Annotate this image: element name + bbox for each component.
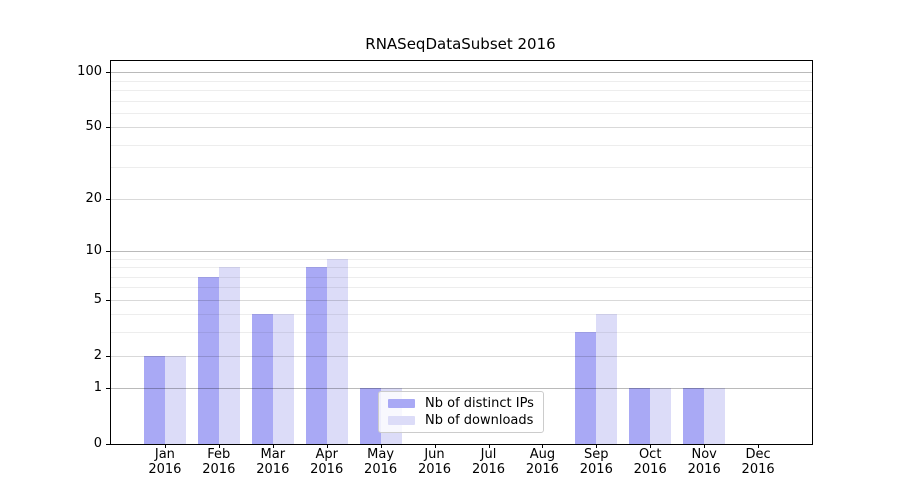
x-tick-mark-aug <box>542 444 544 448</box>
gridline-y-90 <box>111 80 812 82</box>
legend-item-downloads: Nb of downloads <box>388 413 534 428</box>
bar-distinct-ips-may <box>359 388 381 444</box>
bar-distinct-ips-apr <box>305 267 327 444</box>
y-tick-mark-100 <box>106 72 110 74</box>
gridline-y-10 <box>111 250 812 252</box>
y-tick-label-20: 20 <box>85 190 102 206</box>
y-tick-label-50: 50 <box>85 119 102 135</box>
y-tick-label-5: 5 <box>93 291 102 307</box>
gridline-y-40 <box>111 144 812 146</box>
gridline-y-60 <box>111 112 812 114</box>
legend-label-distinct-ips: Nb of distinct IPs <box>425 396 534 411</box>
x-tick-mark-may <box>380 444 382 448</box>
gridline-y-6 <box>111 287 812 289</box>
x-tick-label-jun: Jun 2016 <box>417 447 452 477</box>
gridline-y-5 <box>111 299 812 301</box>
gridline-y-1 <box>111 388 812 390</box>
bar-distinct-ips-mar <box>251 314 273 444</box>
gridline-y-80 <box>111 89 812 91</box>
bar-downloads-nov <box>704 388 726 444</box>
chart-title: RNASeqDataSubset 2016 <box>365 35 556 53</box>
bar-downloads-jan <box>164 355 186 444</box>
plot-area: Nb of distinct IPs Nb of downloads <box>110 60 813 445</box>
y-tick-label-2: 2 <box>93 347 102 363</box>
legend-item-distinct-ips: Nb of distinct IPs <box>388 396 534 411</box>
gridline-y-50 <box>111 127 812 129</box>
x-tick-label-mar: Mar 2016 <box>256 447 290 477</box>
gridline-y-4 <box>111 314 812 316</box>
x-tick-label-apr: Apr 2016 <box>310 447 344 477</box>
bar-distinct-ips-oct <box>629 388 651 444</box>
gridline-y-100 <box>111 72 812 74</box>
gridline-y-8 <box>111 267 812 268</box>
x-tick-mark-jan <box>164 444 166 448</box>
x-tick-label-feb: Feb 2016 <box>202 447 236 477</box>
x-tick-label-may: May 2016 <box>364 447 398 477</box>
gridline-y-9 <box>111 258 812 260</box>
y-tick-label-10: 10 <box>85 242 102 258</box>
x-tick-label-oct: Oct 2016 <box>633 447 667 477</box>
x-tick-mark-apr <box>326 444 328 448</box>
x-tick-label-jul: Jul 2016 <box>471 447 506 477</box>
y-tick-label-100: 100 <box>77 64 102 80</box>
x-tick-mark-oct <box>650 444 652 448</box>
gridline-y-2 <box>111 355 812 357</box>
legend: Nb of distinct IPs Nb of downloads <box>378 391 544 433</box>
bar-distinct-ips-jan <box>143 355 165 444</box>
x-tick-mark-jun <box>434 444 436 448</box>
x-tick-mark-dec <box>758 444 760 448</box>
x-tick-mark-mar <box>272 444 274 448</box>
y-tick-mark-0 <box>106 444 110 445</box>
bar-distinct-ips-nov <box>683 388 705 444</box>
y-tick-label-1: 1 <box>93 380 102 396</box>
x-tick-label-aug: Aug 2016 <box>525 447 559 477</box>
y-tick-mark-10 <box>106 250 110 252</box>
gridline-y-30 <box>111 167 812 169</box>
y-tick-label-0: 0 <box>93 436 102 451</box>
x-tick-mark-feb <box>218 444 220 448</box>
x-tick-label-dec: Dec 2016 <box>741 447 775 477</box>
x-tick-mark-sep <box>596 444 598 448</box>
x-tick-label-jan: Jan 2016 <box>148 447 182 477</box>
bar-downloads-oct <box>650 388 672 444</box>
y-tick-mark-5 <box>106 299 110 301</box>
gridline-y-7 <box>111 276 812 278</box>
legend-swatch-downloads <box>388 416 415 425</box>
gridline-y-70 <box>111 100 812 102</box>
legend-label-downloads: Nb of downloads <box>425 413 534 428</box>
bar-downloads-feb <box>218 267 240 444</box>
bar-downloads-apr <box>326 258 348 444</box>
x-tick-label-nov: Nov 2016 <box>687 447 721 477</box>
y-tick-mark-50 <box>106 127 110 129</box>
y-tick-mark-20 <box>106 198 110 200</box>
bar-downloads-sep <box>596 314 618 444</box>
y-tick-mark-2 <box>106 355 110 357</box>
bar-downloads-mar <box>272 314 294 444</box>
bar-distinct-ips-sep <box>575 332 597 444</box>
x-tick-label-sep: Sep 2016 <box>579 447 613 477</box>
gridline-y-3 <box>111 332 812 334</box>
y-tick-mark-1 <box>106 388 110 390</box>
legend-swatch-distinct-ips <box>388 399 415 408</box>
bar-distinct-ips-feb <box>197 276 219 444</box>
x-tick-mark-jul <box>488 444 490 448</box>
gridline-y-20 <box>111 198 812 200</box>
x-tick-mark-nov <box>704 444 706 448</box>
